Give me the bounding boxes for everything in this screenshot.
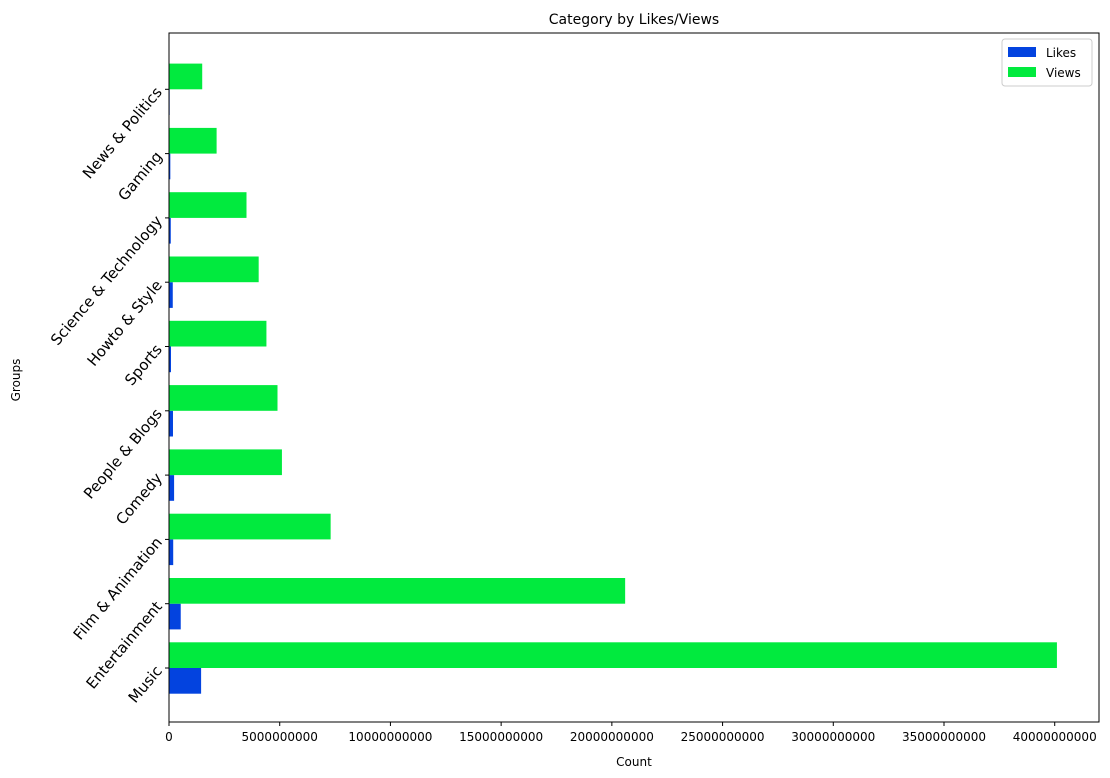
bar-likes-6: [169, 282, 173, 308]
x-tick-label: 20000000000: [570, 730, 654, 744]
bar-likes-4: [169, 410, 173, 437]
bar-views-2: [169, 513, 331, 540]
legend-swatch-likes: [1008, 47, 1036, 57]
x-ticks-group: 0 5000000000 10000000000 15000000000 2000000…: [165, 722, 1097, 744]
y-tick-label: Film & Animation: [70, 534, 166, 644]
x-tick-label: 0: [165, 730, 173, 744]
bar-likes-5: [169, 346, 171, 373]
x-tick-label: 25000000000: [681, 730, 765, 744]
bar-views-9: [169, 63, 203, 90]
bar-likes-8: [169, 153, 171, 180]
bar-views-1: [169, 578, 626, 604]
y-axis-label: Groups: [9, 359, 23, 402]
bar-likes-3: [169, 475, 175, 501]
chart-title: Category by Likes/Views: [549, 12, 719, 28]
bar-likes-1: [169, 603, 181, 630]
x-tick-label: 40000000000: [1013, 730, 1097, 744]
plot-area-frame: [168, 32, 1100, 723]
x-axis-label: Count: [616, 755, 652, 769]
legend-label-views: Views: [1046, 66, 1081, 80]
bar-likes-7: [169, 217, 171, 244]
x-tick-label: 15000000000: [459, 730, 543, 744]
y-tick-label: Music: [125, 662, 166, 706]
bar-views-8: [169, 127, 217, 154]
bar-views-7: [169, 192, 247, 218]
bars-group: [169, 63, 1057, 694]
bar-views-3: [169, 449, 282, 476]
bar-likes-0: [169, 668, 202, 694]
bar-views-5: [169, 320, 267, 347]
x-tick-label: 10000000000: [348, 730, 432, 744]
x-tick-label: 35000000000: [902, 730, 986, 744]
y-tick-label: Gaming: [114, 148, 165, 204]
bar-views-6: [169, 256, 259, 283]
legend: Likes Views: [1001, 38, 1093, 87]
legend-label-likes: Likes: [1046, 46, 1076, 60]
bar-views-4: [169, 385, 278, 411]
legend-swatch-views: [1008, 67, 1036, 77]
x-tick-label: 30000000000: [791, 730, 875, 744]
bar-likes-2: [169, 539, 174, 566]
y-tick-label: Comedy: [112, 469, 166, 528]
bar-views-0: [169, 642, 1057, 668]
x-tick-label: 5000000000: [242, 730, 318, 744]
y-tick-label: Sports: [121, 341, 166, 390]
